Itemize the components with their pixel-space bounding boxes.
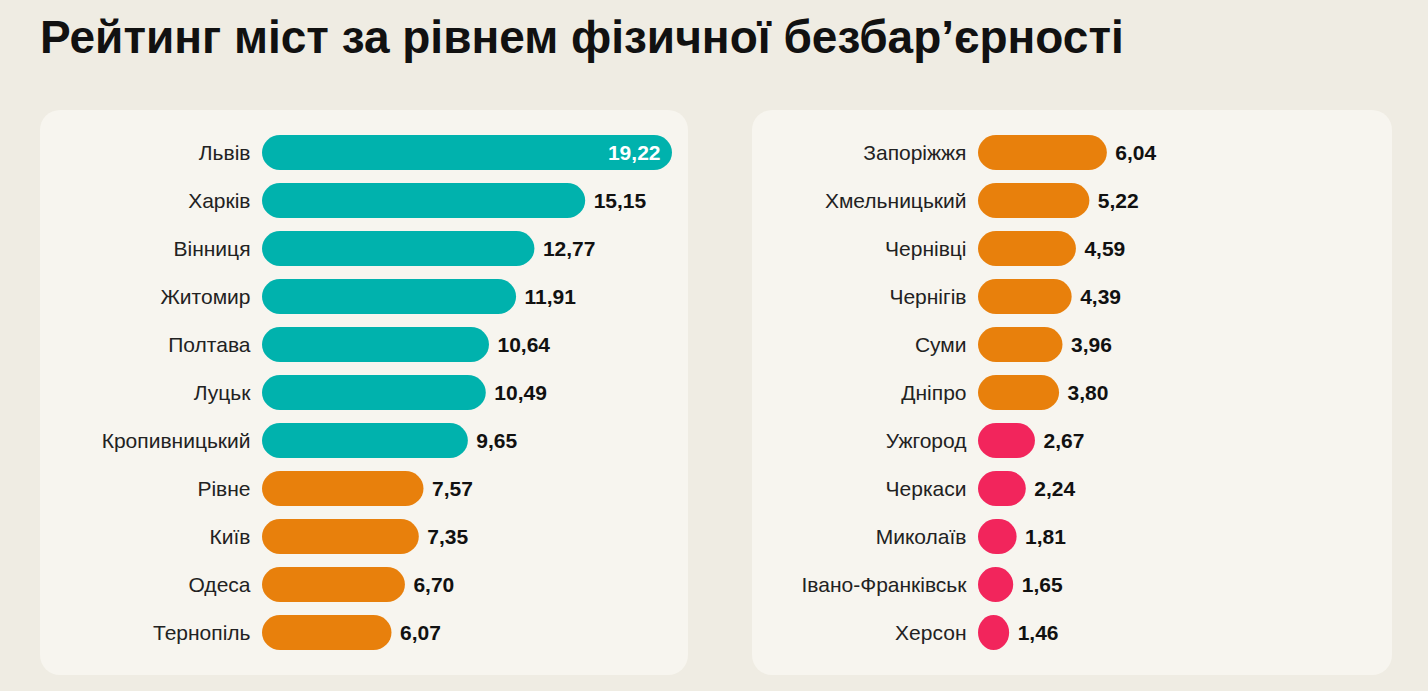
svg-text:6,04: 6,04	[1115, 141, 1156, 164]
svg-text:7,35: 7,35	[427, 525, 468, 548]
svg-text:Миколаїв: Миколаїв	[876, 525, 967, 548]
svg-text:Запоріжжя: Запоріжжя	[863, 141, 966, 164]
svg-text:Суми: Суми	[915, 333, 967, 356]
svg-text:Рівне: Рівне	[197, 477, 250, 500]
svg-text:Полтава: Полтава	[168, 333, 251, 356]
svg-text:Черкаси: Черкаси	[886, 477, 967, 500]
svg-text:4,39: 4,39	[1080, 285, 1121, 308]
svg-text:Хмельницький: Хмельницький	[825, 189, 967, 212]
svg-text:12,77: 12,77	[543, 237, 596, 260]
svg-text:Тернопіль: Тернопіль	[153, 621, 251, 644]
svg-text:3,96: 3,96	[1071, 333, 1112, 356]
svg-text:15,15: 15,15	[594, 189, 647, 212]
svg-text:6,07: 6,07	[400, 621, 441, 644]
html-text:Рейтинг міст за рівнем фізично: Рейтинг міст за рівнем фізичної безбар’є…	[40, 11, 1124, 63]
svg-text:Луцьк: Луцьк	[194, 381, 251, 404]
svg-text:10,64: 10,64	[497, 333, 550, 356]
svg-text:Житомир: Житомир	[160, 285, 250, 308]
svg-text:1,46: 1,46	[1018, 621, 1059, 644]
svg-text:Чернівці: Чернівці	[885, 237, 966, 260]
svg-text:4,59: 4,59	[1084, 237, 1125, 260]
svg-text:7,57: 7,57	[432, 477, 473, 500]
svg-text:Вінниця: Вінниця	[174, 237, 251, 260]
svg-text:3,80: 3,80	[1068, 381, 1109, 404]
svg-text:Кропивницький: Кропивницький	[102, 429, 251, 452]
svg-text:Херсон: Херсон	[895, 621, 966, 644]
svg-text:Дніпро: Дніпро	[901, 381, 966, 404]
svg-text:Харків: Харків	[188, 189, 250, 212]
svg-text:Одеса: Одеса	[189, 573, 251, 596]
svg-text:2,24: 2,24	[1034, 477, 1075, 500]
svg-text:2,67: 2,67	[1043, 429, 1084, 452]
svg-text:9,65: 9,65	[476, 429, 517, 452]
svg-text:19,22: 19,22	[608, 141, 661, 164]
svg-text:Львів: Львів	[199, 141, 251, 164]
svg-text:6,70: 6,70	[413, 573, 454, 596]
svg-text:1,81: 1,81	[1025, 525, 1066, 548]
svg-text:Київ: Київ	[210, 525, 251, 548]
svg-text:Ужгород: Ужгород	[886, 429, 967, 452]
svg-text:5,22: 5,22	[1098, 189, 1139, 212]
svg-text:Івано-Франківськ: Івано-Франківськ	[801, 573, 967, 596]
svg-text:1,65: 1,65	[1022, 573, 1063, 596]
svg-text:Чернігів: Чернігів	[889, 285, 966, 308]
svg-text:11,91: 11,91	[525, 285, 577, 308]
svg-text:10,49: 10,49	[494, 381, 547, 404]
